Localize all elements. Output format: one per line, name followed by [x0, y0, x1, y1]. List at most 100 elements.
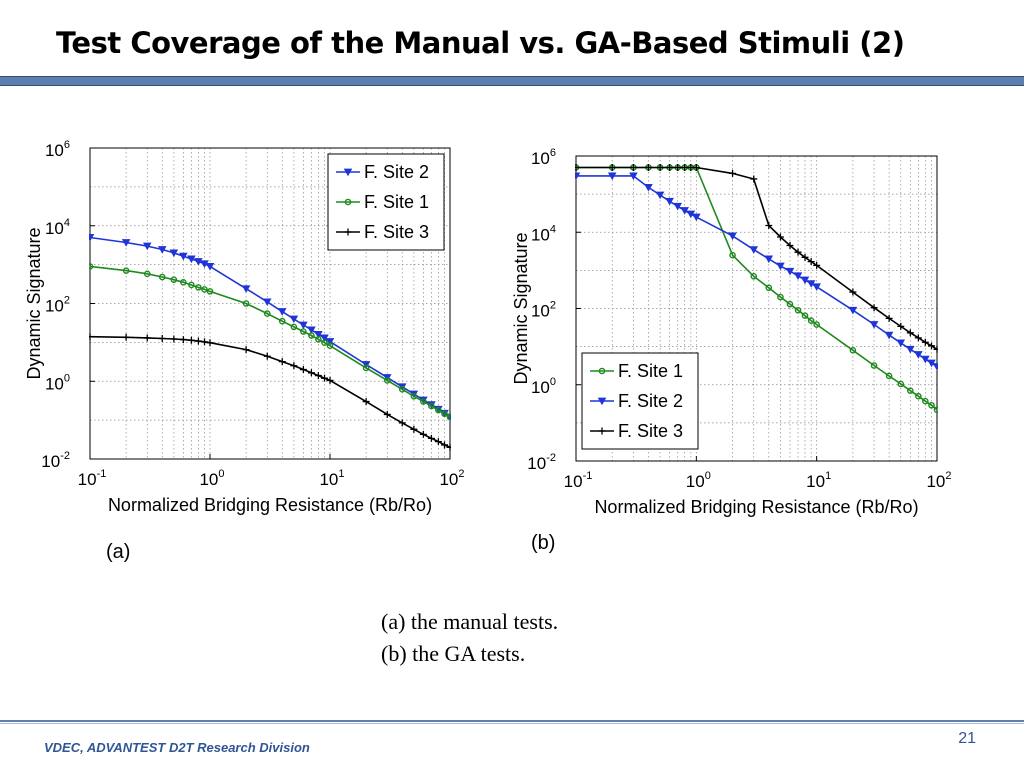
y-tick-label: 104 [531, 223, 556, 244]
legend-label: F. Site 3 [618, 421, 683, 441]
legend-marker [597, 397, 607, 406]
data-point [321, 339, 328, 347]
data-point [915, 392, 922, 400]
data-point [681, 163, 689, 171]
data-point [420, 398, 427, 405]
y-tick-label: 104 [45, 217, 70, 238]
data-point [765, 284, 773, 292]
data-point [194, 337, 202, 345]
y-tick-label: 102 [45, 295, 70, 316]
data-point [195, 284, 202, 291]
caption: (a) the manual tests. (b) the GA tests. [381, 606, 558, 670]
data-point [441, 410, 448, 418]
data-point [897, 322, 905, 330]
data-point [794, 306, 802, 314]
data-point [314, 372, 322, 380]
data-point [157, 246, 167, 254]
chart-a: 10-1 100 101 102 10-2 100 102 104 106 Normalized … [24, 128, 468, 528]
caption-line-b: (b) the GA tests. [381, 641, 526, 666]
data-point [315, 335, 322, 343]
data-point [143, 334, 151, 342]
legend-label: F. Site 1 [618, 361, 683, 381]
data-point [807, 258, 815, 266]
series-f-site-1 [89, 263, 451, 421]
data-point [307, 326, 316, 335]
chart-svg: 10-1 100 101 102 10-2 100 102 104 106 Normalized … [24, 139, 465, 515]
data-point [885, 372, 893, 380]
data-point [629, 172, 638, 181]
data-point [644, 163, 652, 171]
data-point [607, 172, 617, 181]
legend: F. Site 1 F. Site 2 F. Site 3 [581, 352, 699, 450]
x-tick-label: 100 [199, 468, 224, 489]
data-point [262, 298, 272, 307]
data-point [427, 434, 435, 442]
x-tick-label: 101 [806, 470, 831, 491]
y-tick-label: 10-2 [41, 450, 70, 471]
data-point [801, 253, 809, 261]
data-point [728, 232, 737, 241]
data-point [608, 163, 616, 171]
legend-marker [598, 427, 606, 435]
y-tick-label: 100 [45, 372, 70, 393]
data-point [142, 242, 152, 251]
data-point [575, 172, 581, 181]
x-axis-label: Normalized Bridging Resistance (Rb/Ro) [594, 497, 918, 517]
data-point [933, 345, 938, 353]
legend-label: F. Site 3 [364, 222, 429, 242]
data-point [201, 338, 209, 346]
data-point [179, 336, 187, 344]
y-tick-label: 10-2 [527, 452, 556, 473]
data-point [241, 285, 251, 293]
y-tick-label: 102 [531, 300, 556, 321]
data-point [89, 234, 95, 242]
chart-b: 10-1 100 101 102 10-2 100 102 104 106 Normalized … [511, 140, 954, 530]
data-point [922, 397, 929, 405]
y-tick-label: 106 [531, 147, 556, 168]
data-point [897, 380, 905, 388]
footer-divider-thin [0, 723, 1024, 724]
data-point [793, 272, 803, 281]
legend-label: F. Site 2 [364, 162, 429, 182]
data-point [263, 310, 271, 317]
data-point [158, 273, 166, 281]
data-point [434, 438, 442, 446]
data-point [299, 321, 308, 330]
data-point [692, 163, 700, 171]
data-point [692, 213, 701, 222]
data-point [290, 362, 298, 370]
data-point [326, 342, 334, 350]
data-point [794, 248, 802, 256]
data-point [869, 321, 879, 329]
data-point [290, 323, 298, 331]
series-f-site-3 [575, 163, 938, 353]
data-point [383, 410, 391, 418]
data-point [206, 288, 214, 295]
data-point [326, 376, 334, 384]
data-point [849, 347, 857, 354]
data-point [896, 339, 906, 348]
data-point [749, 246, 759, 254]
data-point [187, 336, 195, 344]
data-point [201, 286, 208, 293]
data-point [644, 184, 653, 192]
data-point [765, 222, 773, 230]
series-f-site-2 [89, 234, 451, 422]
data-point [906, 345, 915, 354]
data-point [764, 255, 774, 264]
data-point [848, 306, 858, 315]
data-point [289, 315, 299, 324]
data-point [666, 163, 674, 171]
data-point [446, 413, 451, 421]
data-point [410, 393, 418, 400]
data-point [933, 406, 938, 414]
data-point [446, 443, 451, 451]
data-point [665, 197, 674, 206]
data-point [885, 314, 893, 322]
data-point [680, 207, 689, 215]
data-point [673, 202, 682, 211]
data-point [870, 304, 878, 312]
x-tick-label: 101 [319, 468, 344, 489]
data-point [398, 419, 406, 427]
legend-marker [344, 198, 352, 206]
